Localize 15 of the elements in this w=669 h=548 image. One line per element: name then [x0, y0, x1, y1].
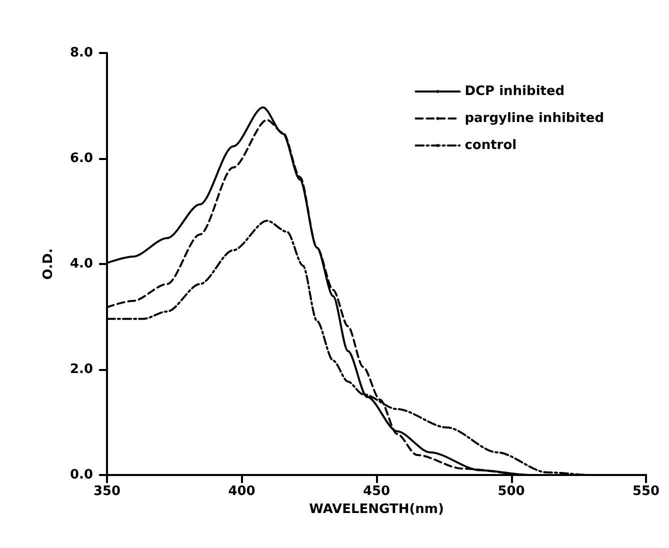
x-tick-label: 450 — [362, 484, 390, 499]
x-axis-title: WAVELENGTH(nm) — [309, 502, 444, 517]
legend-label: control — [464, 138, 517, 153]
legend-label: pargyline inhibited — [464, 111, 604, 126]
y-axis-title: O.D. — [41, 248, 56, 280]
legend-label: DCP inhibited — [464, 84, 565, 99]
x-tick-label: 550 — [632, 484, 660, 499]
x-tick-label: 400 — [228, 484, 256, 499]
x-tick-label: 500 — [498, 484, 525, 499]
y-tick-label: 4.0 — [70, 256, 93, 272]
y-tick-label: 0.0 — [70, 468, 93, 482]
y-tick-label: 2.0 — [70, 362, 93, 377]
y-tick-label: 8.0 — [70, 46, 93, 60]
x-tick-label: 350 — [93, 484, 121, 499]
y-tick-label: 6.0 — [70, 151, 93, 166]
